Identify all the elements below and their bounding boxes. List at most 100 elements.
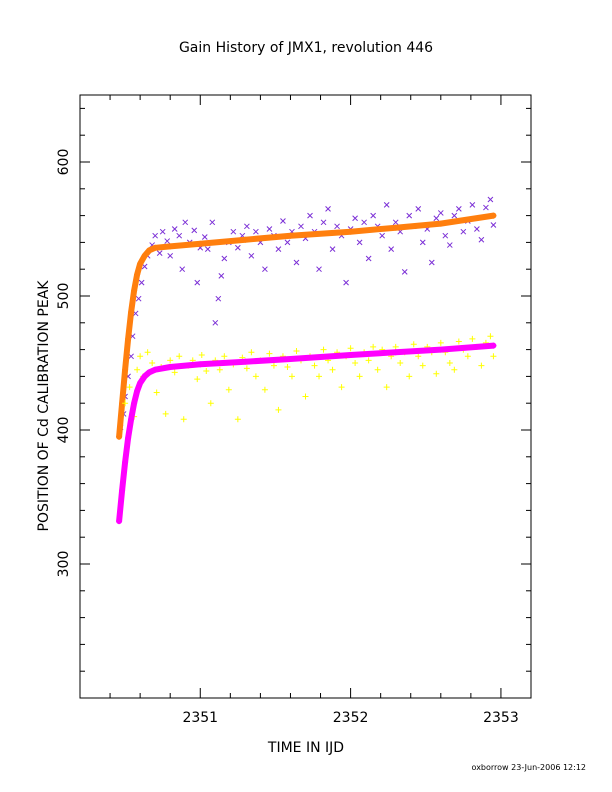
data-point-x — [179, 266, 186, 273]
data-point-plus — [469, 335, 476, 342]
curve-point — [122, 366, 129, 373]
x-axis-label: TIME IN IJD — [267, 740, 344, 756]
data-point-x — [388, 246, 395, 252]
curve-point — [116, 433, 123, 440]
data-point-x — [284, 239, 291, 246]
data-point-x — [446, 242, 453, 248]
data-point-x — [244, 223, 250, 230]
curve-point — [134, 388, 141, 395]
curve-point — [242, 236, 249, 243]
data-point-plus — [293, 347, 300, 354]
data-point-x — [201, 234, 208, 240]
data-point-plus — [446, 360, 453, 366]
curve-point — [152, 366, 159, 373]
data-point-x — [171, 226, 178, 232]
data-point-x — [234, 244, 241, 251]
data-point-plus — [122, 400, 129, 407]
x-tick-label: 2352 — [333, 710, 369, 726]
curve-point — [146, 369, 153, 376]
data-point-plus — [347, 345, 354, 352]
data-point-plus — [383, 384, 390, 391]
curve-point — [347, 228, 354, 235]
data-point-x — [334, 223, 340, 230]
data-point-x — [406, 212, 413, 219]
y-tick-label: 400 — [56, 417, 72, 444]
curve-point — [146, 247, 153, 254]
data-point-x — [361, 219, 367, 226]
data-point-plus — [311, 362, 318, 369]
data-point-x — [141, 263, 148, 270]
curve-point — [141, 252, 148, 259]
data-point-x — [215, 295, 222, 302]
curve-point — [287, 355, 294, 362]
data-point-x — [325, 206, 331, 212]
curve-point — [392, 224, 399, 231]
data-point-x — [490, 222, 497, 228]
x-tick-label: 2353 — [483, 710, 519, 726]
data-point-x — [356, 239, 363, 246]
data-point-x — [460, 228, 467, 235]
data-point-plus — [234, 416, 241, 423]
data-point-plus — [198, 351, 205, 358]
data-point-plus — [356, 373, 363, 380]
curve-point — [152, 244, 159, 251]
data-point-x — [487, 196, 494, 203]
data-point-x — [455, 206, 462, 212]
data-point-x — [483, 204, 489, 211]
data-point-x — [343, 279, 349, 286]
data-point-plus — [266, 350, 273, 357]
series-2-scatter-plus — [122, 333, 497, 423]
data-point-x — [275, 246, 282, 252]
curve-point — [131, 400, 138, 407]
data-point-x — [167, 252, 174, 259]
curve-point — [116, 518, 123, 525]
data-point-plus — [180, 416, 187, 423]
data-series — [116, 196, 497, 525]
data-point-x — [262, 266, 268, 273]
data-point-x — [293, 259, 300, 266]
data-point-x — [182, 219, 189, 226]
data-point-plus — [320, 346, 327, 353]
y-axis-label: POSITION OF Cd CALIBRATION PEAK — [36, 280, 52, 532]
chart-title: Gain History of JMX1, revolution 446 — [179, 40, 433, 56]
data-point-x — [138, 279, 145, 286]
curve-point — [141, 373, 148, 380]
data-point-x — [164, 238, 171, 244]
curve-point — [242, 358, 249, 365]
data-point-x — [191, 227, 198, 234]
data-point-plus — [406, 373, 413, 380]
curve-point — [131, 287, 138, 294]
series-1-curve — [116, 212, 497, 440]
data-point-x — [298, 223, 304, 230]
data-point-x — [209, 219, 216, 226]
data-point-x — [329, 246, 336, 252]
curve-point — [128, 309, 135, 316]
data-point-x — [253, 228, 259, 235]
data-point-plus — [243, 365, 250, 372]
data-point-plus — [338, 384, 345, 391]
data-point-x — [370, 212, 377, 219]
data-point-plus — [149, 360, 156, 366]
data-point-x — [221, 255, 228, 262]
x-tick-label: 2351 — [182, 710, 218, 726]
data-point-x — [307, 212, 313, 219]
data-point-x — [442, 232, 449, 239]
data-point-x — [379, 232, 386, 239]
curve-point — [437, 346, 444, 353]
axis-ticks — [79, 95, 532, 699]
data-point-plus — [171, 369, 178, 376]
data-point-plus — [284, 364, 291, 371]
data-point-x — [280, 218, 286, 224]
data-point-x — [433, 215, 440, 222]
data-point-plus — [153, 389, 160, 396]
data-point-x — [419, 239, 426, 246]
data-point-plus — [455, 338, 462, 345]
data-point-x — [320, 219, 327, 226]
data-point-plus — [437, 339, 444, 346]
data-point-plus — [176, 353, 183, 360]
data-point-plus — [433, 370, 440, 377]
curve-point — [137, 260, 144, 267]
data-point-plus — [288, 373, 295, 380]
data-point-x — [383, 202, 390, 208]
curve-point — [125, 435, 132, 442]
